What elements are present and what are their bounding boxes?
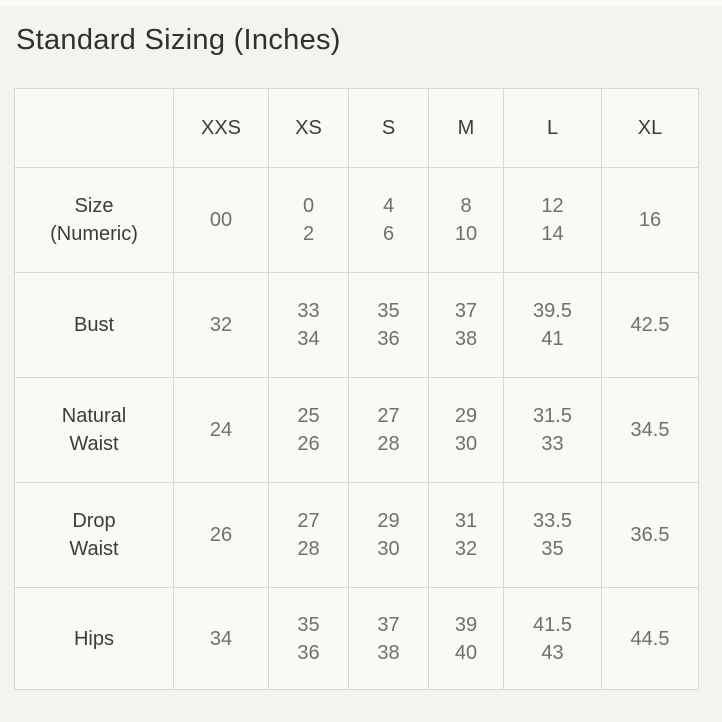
row-label: Size (Numeric) [14, 167, 174, 273]
measurement-value-cell: 34 [173, 587, 269, 690]
row-label: Drop Waist [14, 482, 174, 588]
measurement-value-cell: 4 6 [348, 167, 429, 273]
row-label: Natural Waist [14, 377, 174, 483]
measurement-value-cell: 44.5 [601, 587, 699, 690]
measurement-value-cell: 0 2 [268, 167, 349, 273]
column-header-s: S [348, 88, 429, 168]
size-header-row: XXS XS S M L XL [14, 88, 699, 168]
measurement-value-cell: 16 [601, 167, 699, 273]
row-label: Hips [14, 587, 174, 690]
measurement-value-cell: 31 32 [428, 482, 504, 588]
measurement-value-cell: 24 [173, 377, 269, 483]
measurement-value-cell: 31.5 33 [503, 377, 602, 483]
measurement-value-cell: 27 28 [348, 377, 429, 483]
measurement-value-cell: 35 36 [268, 587, 349, 690]
measurement-value-cell: 27 28 [268, 482, 349, 588]
measurement-value-cell: 34.5 [601, 377, 699, 483]
page-title: Standard Sizing (Inches) [16, 24, 341, 56]
column-header-m: M [428, 88, 504, 168]
corner-cell [14, 88, 174, 168]
measurement-value-cell: 26 [173, 482, 269, 588]
measurement-value-cell: 42.5 [601, 272, 699, 378]
measurement-value-cell: 39.5 41 [503, 272, 602, 378]
column-header-l: L [503, 88, 602, 168]
measurement-value-cell: 12 14 [503, 167, 602, 273]
column-header-xl: XL [601, 88, 699, 168]
measurement-value-cell: 29 30 [428, 377, 504, 483]
measurement-value-cell: 33 34 [268, 272, 349, 378]
table-row: Hips 34 35 36 37 38 39 40 41.5 43 44.5 [14, 587, 699, 690]
table-row: Drop Waist 26 27 28 29 30 31 32 33.5 35 36.5 [14, 482, 699, 588]
table-row: Bust 32 33 34 35 36 37 38 39.5 41 42.5 [14, 272, 699, 378]
measurement-value-cell: 8 10 [428, 167, 504, 273]
measurement-value-cell: 35 36 [348, 272, 429, 378]
measurement-value-cell: 32 [173, 272, 269, 378]
measurement-value-cell: 37 38 [348, 587, 429, 690]
measurement-value-cell: 36.5 [601, 482, 699, 588]
measurement-value-cell: 00 [173, 167, 269, 273]
column-header-xxs: XXS [173, 88, 269, 168]
measurement-value-cell: 29 30 [348, 482, 429, 588]
column-header-xs: XS [268, 88, 349, 168]
table-row: Natural Waist 24 25 26 27 28 29 30 31.5 33 34.… [14, 377, 699, 483]
top-edge-strip [0, 0, 722, 6]
measurement-value-cell: 39 40 [428, 587, 504, 690]
measurement-value-cell: 25 26 [268, 377, 349, 483]
measurement-value-cell: 33.5 35 [503, 482, 602, 588]
row-label: Bust [14, 272, 174, 378]
measurement-value-cell: 37 38 [428, 272, 504, 378]
measurement-value-cell: 41.5 43 [503, 587, 602, 690]
